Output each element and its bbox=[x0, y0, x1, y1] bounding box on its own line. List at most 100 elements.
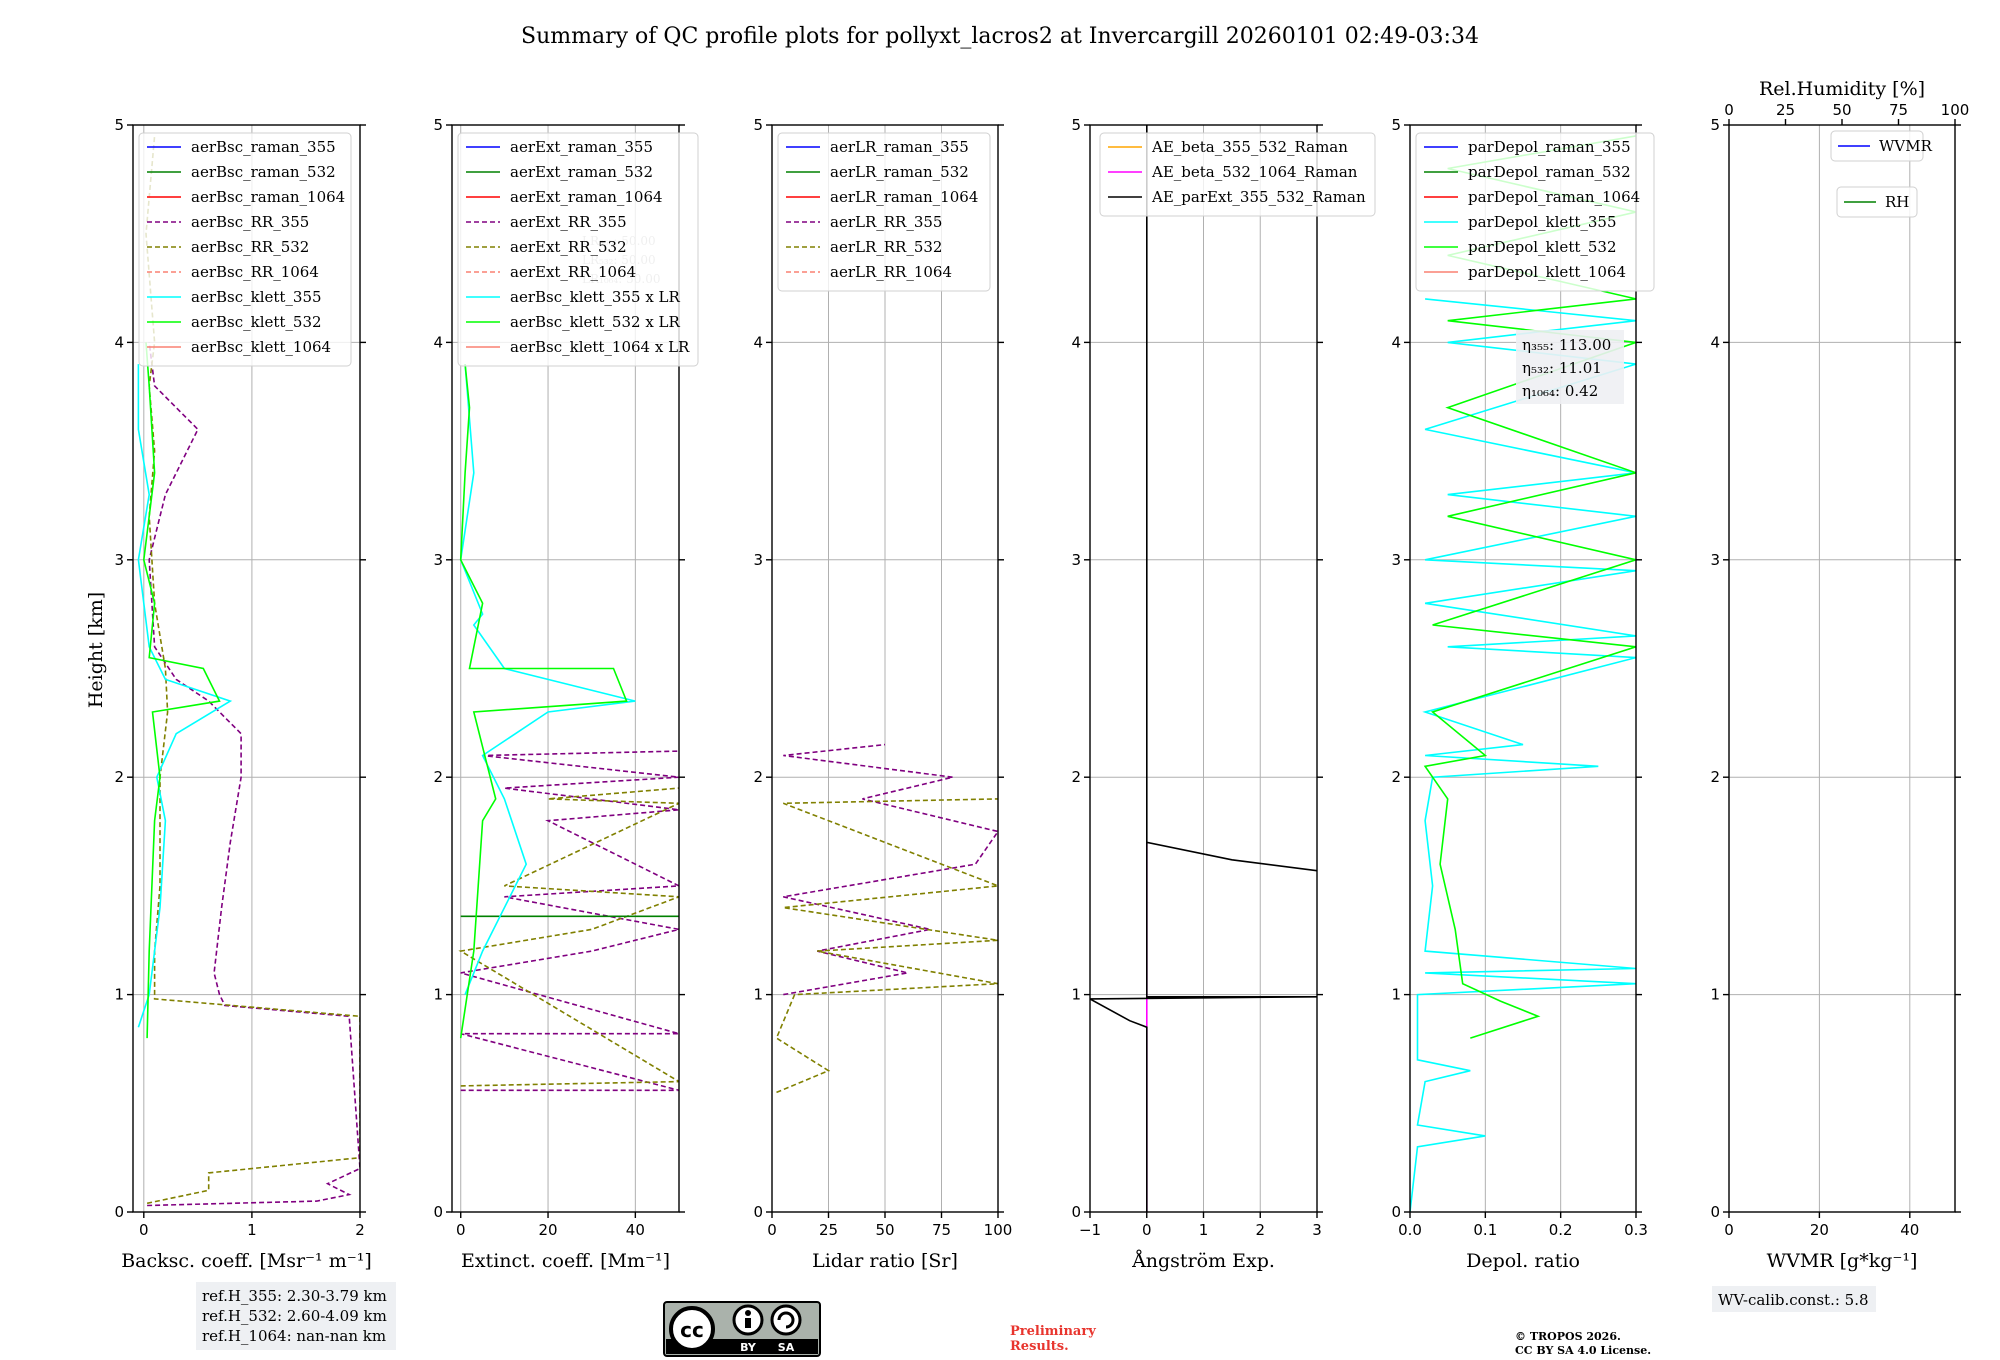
legend-label-bsc-0: aerBsc_raman_355 bbox=[191, 138, 336, 156]
eta-text-1: η₅₃₂: 11.01 bbox=[1522, 359, 1602, 377]
ytick-label-bsc-0: 0 bbox=[114, 1203, 124, 1221]
xtick-label-lr-3: 75 bbox=[932, 1221, 951, 1239]
ytick-label-ae-2: 2 bbox=[1071, 768, 1081, 786]
ytick-label-depol-3: 3 bbox=[1391, 551, 1401, 569]
panel-bsc: 0 1 2 3 4 5 0 1 2 Backsc. coeff. [Msr⁻¹ m⁻¹] aerBs… bbox=[114, 116, 371, 1272]
legend-box-bsc bbox=[138, 132, 352, 367]
legend-label-lr-0: aerLR_raman_355 bbox=[830, 138, 969, 156]
ref-height-1064: ref.H_1064: nan-nan km bbox=[202, 1327, 386, 1345]
ytick-label-wv-0: 0 bbox=[1710, 1203, 1720, 1221]
xlabel-bsc: Backsc. coeff. [Msr⁻¹ m⁻¹] bbox=[121, 1250, 372, 1272]
axes-frame-wv bbox=[1728, 124, 1956, 1213]
xtick-label-depol-0: 0.0 bbox=[1398, 1221, 1422, 1239]
ytick-label-bsc-3: 3 bbox=[114, 551, 124, 569]
eta-text-2: η₁₀₆₄: 0.42 bbox=[1522, 382, 1598, 400]
profile-panels: 0 1 2 3 4 5 0 1 2 Backsc. coeff. [Msr⁻¹ m⁻¹] aerBs… bbox=[114, 78, 1969, 1272]
legend-label-bsc-8: aerBsc_klett_1064 bbox=[191, 338, 331, 356]
series-group-ae bbox=[1090, 125, 1317, 1212]
series-group-depol bbox=[1410, 135, 1636, 1212]
cc-text: cc bbox=[680, 1318, 704, 1342]
series-group-bsc bbox=[137, 135, 360, 1207]
legend-label-bsc-1: aerBsc_raman_532 bbox=[191, 163, 336, 181]
ytick-label-lr-1: 1 bbox=[753, 986, 763, 1004]
ref-height-box: ref.H_355: 2.30-3.79 km ref.H_532: 2.60-… bbox=[196, 1282, 396, 1350]
xtick-label-bsc-1: 1 bbox=[247, 1221, 257, 1239]
ytick-label-lr-2: 2 bbox=[753, 768, 763, 786]
legend-label-ext-6: aerBsc_klett_355 x LR bbox=[510, 288, 681, 306]
legend-label-ext-4: aerExt_RR_532 bbox=[510, 238, 627, 256]
series-group-ext bbox=[458, 364, 679, 1092]
xtick-label-ae-0: −1 bbox=[1079, 1221, 1101, 1239]
xtick-label-bsc-2: 2 bbox=[355, 1221, 365, 1239]
legend-label-wv-0: WVMR bbox=[1879, 137, 1933, 155]
xtick-label-depol-2: 0.2 bbox=[1549, 1221, 1573, 1239]
ytick-label-depol-1: 1 bbox=[1391, 986, 1401, 1004]
wv-calib-box-bg bbox=[1712, 1286, 1876, 1312]
legend-label-bsc-3: aerBsc_RR_355 bbox=[191, 213, 309, 231]
legend-label-ext-2: aerExt_raman_1064 bbox=[510, 188, 663, 206]
xlabel-wv: WVMR [g*kg⁻¹] bbox=[1767, 1250, 1918, 1272]
ytick-label-wv-5: 5 bbox=[1710, 116, 1720, 134]
figure-title: Summary of QC profile plots for pollyxt_… bbox=[521, 24, 1479, 49]
x2label-wv: Rel.Humidity [%] bbox=[1759, 78, 1925, 100]
series-aerLR_RR_355 bbox=[783, 743, 998, 996]
legend-label-bsc-2: aerBsc_raman_1064 bbox=[191, 188, 345, 206]
legend-label-depol-2: parDepol_raman_1064 bbox=[1468, 188, 1640, 206]
wv-calib-box: WV-calib.const.: 5.8 bbox=[1712, 1286, 1876, 1312]
legend-box-depol bbox=[1415, 132, 1655, 292]
by-text: BY bbox=[740, 1341, 757, 1354]
preliminary-label: Preliminary bbox=[1010, 1324, 1096, 1339]
sa-text: SA bbox=[778, 1341, 795, 1354]
cc-circle-icon bbox=[669, 1306, 715, 1352]
eta-box: η₃₅₅: 113.00 η₅₃₂: 11.01 η₁₀₆₄: 0.42 bbox=[1516, 330, 1624, 404]
legend-label-wv-1: RH bbox=[1885, 193, 1909, 211]
xtick-label-lr-0: 0 bbox=[767, 1221, 777, 1239]
ytick-label-lr-5: 5 bbox=[753, 116, 763, 134]
ytick-label-wv-2: 2 bbox=[1710, 768, 1720, 786]
legend-label-ae-1: AE_beta_532_1064_Raman bbox=[1151, 163, 1358, 181]
ytick-label-bsc-4: 4 bbox=[114, 333, 124, 351]
legend-box-ae bbox=[1099, 132, 1376, 217]
legend-ae: AE_beta_355_532_Raman AE_beta_532_1064_Ra… bbox=[1099, 132, 1376, 217]
axes-frame-depol bbox=[1409, 124, 1637, 1213]
ytick-label-ae-3: 3 bbox=[1071, 551, 1081, 569]
ytick-label-wv-3: 3 bbox=[1710, 551, 1720, 569]
ytick-label-ext-0: 0 bbox=[433, 1203, 443, 1221]
eta-text-0: η₃₅₅: 113.00 bbox=[1522, 336, 1611, 354]
legend-label-lr-5: aerLR_RR_1064 bbox=[830, 263, 952, 281]
legend-label-depol-1: parDepol_raman_532 bbox=[1468, 163, 1631, 181]
series-aerBsc_klett_532 x LR bbox=[459, 364, 628, 1039]
ytick-label-lr-0: 0 bbox=[753, 1203, 763, 1221]
xtick-label-ae-1: 0 bbox=[1142, 1221, 1152, 1239]
x2tick-label-wv-4: 100 bbox=[1941, 101, 1970, 119]
legend-label-depol-5: parDepol_klett_1064 bbox=[1468, 263, 1626, 281]
axes-frame-ext bbox=[451, 124, 680, 1213]
xtick-label-ae-3: 2 bbox=[1255, 1221, 1265, 1239]
legend-label-ext-5: aerExt_RR_1064 bbox=[510, 263, 636, 281]
series-group-lr bbox=[775, 743, 998, 1094]
x2tick-label-wv-3: 75 bbox=[1889, 101, 1908, 119]
series-aerBsc_RR_532 bbox=[145, 135, 360, 1205]
ytick-label-depol-0: 0 bbox=[1391, 1203, 1401, 1221]
ytick-label-ext-2: 2 bbox=[433, 768, 443, 786]
ytick-label-depol-2: 2 bbox=[1391, 768, 1401, 786]
legend-label-lr-1: aerLR_raman_532 bbox=[830, 163, 969, 181]
legend-depol: parDepol_raman_355 parDepol_raman_532 parD… bbox=[1415, 132, 1655, 292]
xtick-label-wv-1: 20 bbox=[1810, 1221, 1829, 1239]
legend-label-ext-0: aerExt_raman_355 bbox=[510, 138, 653, 156]
series-aerBsc_klett_532 bbox=[142, 342, 221, 1039]
series-aerBsc_klett_355 bbox=[137, 364, 233, 1028]
series-aerExt_RR_532 bbox=[458, 787, 679, 1087]
legend-label-bsc-5: aerBsc_RR_1064 bbox=[191, 263, 319, 281]
ref-height-532: ref.H_532: 2.60-4.09 km bbox=[202, 1307, 387, 1325]
ytick-label-wv-1: 1 bbox=[1710, 986, 1720, 1004]
ytick-label-depol-4: 4 bbox=[1391, 333, 1401, 351]
sa-arrow-path-icon bbox=[777, 1311, 795, 1329]
ytick-label-lr-4: 4 bbox=[753, 333, 763, 351]
xtick-label-bsc-0: 0 bbox=[139, 1221, 149, 1239]
ytick-label-ext-3: 3 bbox=[433, 551, 443, 569]
series-aerLR_RR_532 bbox=[775, 798, 998, 1094]
